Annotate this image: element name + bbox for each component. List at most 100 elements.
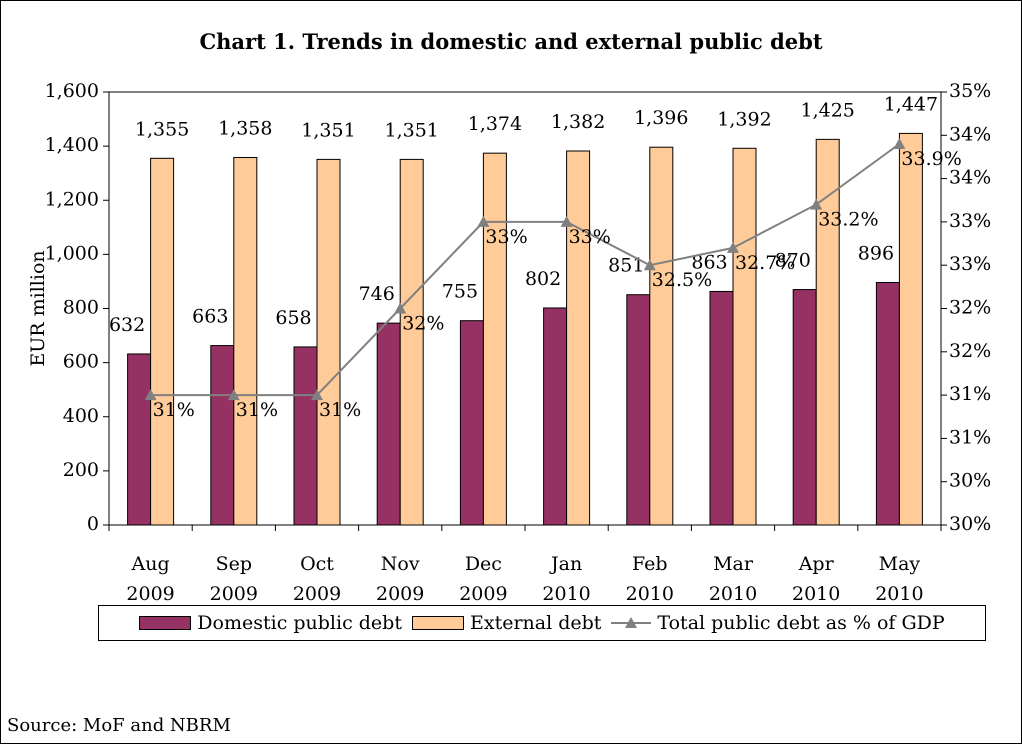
- y-tick-label: 400: [63, 405, 99, 427]
- y2-tick-label: 31%: [949, 383, 991, 405]
- legend-swatch: [411, 616, 464, 630]
- data-label: 870: [775, 250, 811, 272]
- bar: [376, 322, 401, 526]
- y2-tick-label: 32%: [949, 340, 991, 362]
- data-label: 31%: [319, 399, 361, 421]
- x-tick-label: Dec 2009: [459, 553, 508, 605]
- data-label: 746: [359, 283, 395, 305]
- legend-swatch: [611, 617, 652, 628]
- data-label: 632: [109, 314, 145, 336]
- data-label: 663: [192, 306, 228, 328]
- legend-item: Domestic public debt: [139, 612, 402, 634]
- data-label: 31%: [153, 399, 195, 421]
- data-label: 31%: [236, 399, 278, 421]
- legend-marker: [625, 617, 638, 628]
- data-label: 1,382: [551, 111, 605, 133]
- x-tick-label: Apr 2010: [792, 553, 841, 605]
- data-label: 1,392: [717, 108, 771, 130]
- marker: [144, 389, 157, 401]
- x-tick-label: Oct 2009: [292, 553, 342, 605]
- y-tick-label: 1,600: [45, 80, 99, 102]
- y2-tick-label: 30%: [949, 470, 991, 492]
- chart-title: Chart 1. Trends in domestic and external…: [199, 29, 823, 54]
- x-tick-label: Mar 2010: [708, 553, 758, 605]
- data-label: 1,358: [218, 117, 272, 139]
- bar: [459, 320, 484, 526]
- data-label: 33.9%: [901, 148, 961, 170]
- y-tick-label: 1,200: [45, 188, 99, 210]
- x-tick-label: May 2010: [875, 553, 924, 605]
- bar: [316, 158, 341, 526]
- data-label: 33.2%: [818, 209, 878, 231]
- bar: [815, 138, 840, 526]
- x-tick-label: Nov 2009: [376, 553, 425, 605]
- legend-label: Total public debt as % of GDP: [657, 612, 945, 634]
- legend: Domestic public debt External debt Total p…: [98, 605, 986, 641]
- marker: [394, 302, 407, 314]
- data-label: 1,351: [301, 119, 355, 141]
- data-label: 755: [442, 281, 478, 303]
- legend-item: Total public debt as % of GDP: [611, 612, 945, 634]
- data-label: 33%: [569, 226, 611, 248]
- data-label: 1,425: [800, 99, 854, 121]
- legend-item: External debt: [411, 612, 602, 634]
- data-label: 1,351: [384, 119, 438, 141]
- y-tick-label: 1,000: [45, 242, 99, 264]
- y-axis-label: EUR million: [27, 250, 49, 366]
- bar: [210, 345, 235, 526]
- y2-tick-label: 31%: [949, 426, 991, 448]
- data-label: 32.7%: [735, 252, 795, 274]
- legend-swatch: [139, 616, 192, 630]
- bar: [732, 147, 757, 526]
- bar: [898, 132, 923, 526]
- legend-label: External debt: [469, 612, 602, 634]
- bar: [543, 307, 568, 526]
- marker: [643, 259, 656, 271]
- data-label: 896: [858, 243, 894, 265]
- marker: [727, 241, 739, 253]
- data-label: 32%: [402, 313, 444, 335]
- bar: [482, 152, 507, 526]
- data-label: 1,447: [884, 93, 938, 115]
- y2-tick-label: 33%: [949, 210, 991, 232]
- data-label: 851: [608, 255, 644, 277]
- bar: [233, 156, 258, 526]
- data-label: 33%: [485, 226, 527, 248]
- y2-tick-label: 34%: [949, 123, 991, 145]
- bar: [626, 294, 651, 526]
- bar: [649, 146, 674, 526]
- data-label: 802: [525, 268, 561, 290]
- data-label: 1,374: [468, 113, 522, 135]
- y2-tick-label: 32%: [949, 297, 991, 319]
- bar: [293, 346, 318, 526]
- marker: [227, 389, 240, 401]
- bar: [875, 282, 900, 526]
- y-tick-label: 600: [63, 351, 99, 373]
- data-label: 863: [691, 251, 727, 273]
- data-label: 658: [275, 307, 311, 329]
- bar: [399, 158, 424, 526]
- line: [150, 143, 900, 397]
- y2-tick-label: 33%: [949, 253, 991, 275]
- y-tick-label: 1,400: [45, 134, 99, 156]
- source: Source: MoF and NBRM: [7, 715, 231, 736]
- marker: [311, 389, 323, 401]
- marker: [810, 198, 823, 210]
- bar: [150, 157, 175, 526]
- marker: [893, 137, 906, 149]
- y2-tick-label: 35%: [949, 80, 991, 102]
- x-tick-label: Aug 2009: [126, 553, 175, 605]
- legend-label: Domestic public debt: [197, 612, 402, 634]
- bar: [566, 150, 591, 526]
- bar: [792, 289, 817, 526]
- bar: [127, 353, 152, 526]
- x-tick-label: Jan 2010: [542, 553, 591, 605]
- bar: [709, 290, 734, 526]
- data-label: 32.5%: [652, 269, 712, 291]
- data-label: 1,396: [634, 107, 688, 129]
- y-tick-label: 200: [63, 459, 99, 481]
- x-tick-label: Feb 2010: [625, 553, 674, 605]
- y-tick-label: 0: [87, 513, 99, 535]
- y2-tick-label: 30%: [949, 513, 991, 535]
